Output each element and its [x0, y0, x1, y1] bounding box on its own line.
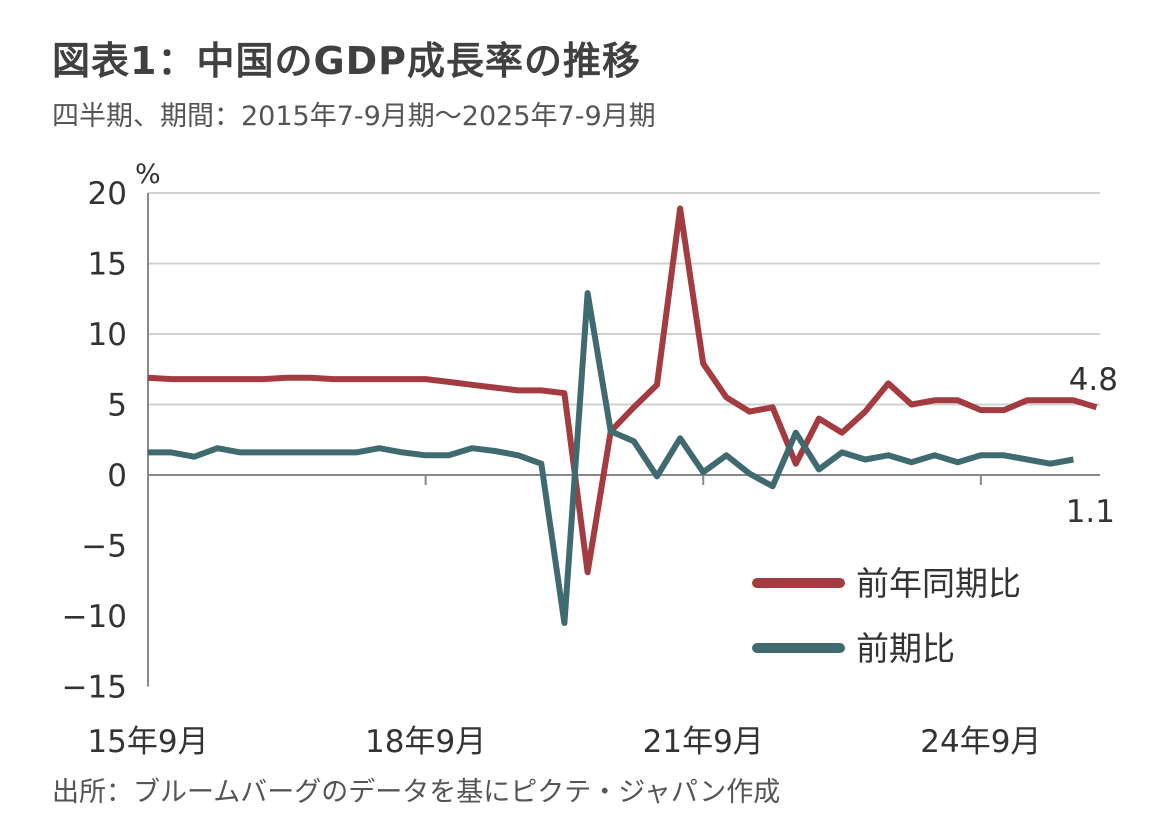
- y-tick-label: 15: [88, 247, 127, 283]
- y-axis-unit: %: [135, 159, 161, 190]
- y-tick-label: 5: [107, 388, 127, 424]
- y-tick-label: −15: [62, 670, 127, 706]
- x-tick-label: 18年9月: [365, 724, 486, 760]
- x-tick-label: 24年9月: [920, 724, 1041, 760]
- chart-title: 図表1：中国のGDP成長率の推移: [52, 39, 642, 83]
- legend-label: 前年同期比: [856, 564, 1021, 603]
- chart-subtitle: 四半期、期間：2015年7-9月期～2025年7-9月期: [52, 101, 656, 132]
- series-line-yoy: [147, 205, 1098, 576]
- annotation-qoq-latest: 1.1: [1066, 494, 1115, 530]
- y-tick-label: 20: [88, 176, 127, 212]
- y-tick-label: −5: [81, 529, 127, 565]
- y-tick-label: 10: [88, 317, 127, 353]
- x-tick-label: 21年9月: [643, 724, 764, 760]
- x-tick-label: 15年9月: [87, 724, 208, 760]
- source-note: 出所：ブルームバーグのデータを基にピクテ・ジャパン作成: [52, 777, 781, 808]
- annotation-yoy-latest: 4.8: [1069, 362, 1118, 398]
- y-tick-label: 0: [107, 458, 127, 494]
- y-tick-label: −10: [62, 599, 127, 635]
- legend-label: 前期比: [856, 629, 955, 668]
